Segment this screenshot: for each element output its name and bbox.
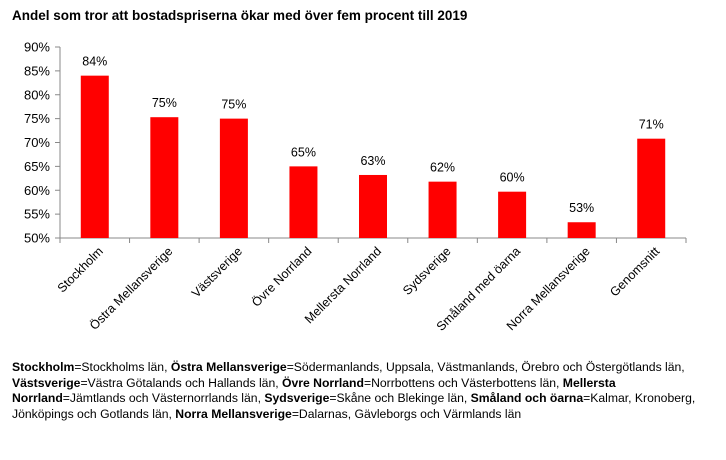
category-label: Västsverige: [189, 244, 245, 300]
data-label: 63%: [360, 154, 385, 168]
chart-title: Andel som tror att bostadspriserna ökar …: [12, 8, 468, 23]
footnote-term: Östra Mellansverige: [170, 360, 287, 374]
footnote-term: Sydsverige: [264, 391, 330, 405]
region-footnote: Stockholm=Stockholms län, Östra Mellansv…: [12, 360, 712, 422]
category-label: Stockholm: [55, 244, 106, 295]
y-tick-label: 65%: [24, 159, 50, 174]
footnote-term: Småland och öarna: [470, 391, 584, 405]
footnote-term: Norra Mellansverige: [175, 406, 292, 421]
category-label: Övre Norrland: [249, 244, 314, 309]
bar: [637, 138, 666, 238]
footnote-term: Stockholm: [12, 360, 75, 374]
y-tick-label: 70%: [24, 135, 50, 150]
footnote-term: Mellersta Norrland: [12, 375, 616, 406]
category-label: Sydsverige: [400, 244, 454, 298]
bar: [150, 117, 179, 238]
footnote-definition: =Västra Götalands och Hallands län,: [80, 375, 282, 390]
data-label: 62%: [430, 161, 455, 175]
footnote-definition: =Skåne och Blekinge län,: [329, 391, 471, 405]
bar: [289, 166, 318, 238]
y-tick-label: 50%: [24, 231, 50, 246]
data-label: 75%: [152, 96, 177, 110]
bar: [428, 181, 457, 238]
footnote-definition: =Kalmar, Kronoberg, Jönköpings och Gotla…: [12, 391, 696, 421]
footnote-definition: =Södermanlands, Uppsala, Västmanlands, Ö…: [286, 360, 685, 374]
bar: [567, 222, 596, 238]
y-tick-label: 75%: [24, 111, 50, 126]
footnote-term: Västsverige: [12, 375, 81, 390]
bar: [219, 118, 248, 238]
data-label: 53%: [569, 201, 594, 215]
footnote-definition: =Stockholms län,: [74, 360, 171, 374]
data-label: 60%: [500, 171, 525, 185]
footnote-definition: =Jämtlands och Västernorrlands län,: [62, 391, 265, 405]
bar-chart: 50% 55% 60% 65% 70% 75% 80% 85% 90% 84% Stockholm…: [24, 40, 687, 334]
y-tick-label: 90%: [24, 40, 50, 55]
footnote-definition: =Norrbottens och Västerbottens län,: [363, 375, 563, 390]
category-label: Genomsnitt: [607, 244, 662, 299]
chart-bars: [80, 75, 666, 239]
bar: [359, 174, 387, 238]
data-label: 84%: [82, 55, 107, 69]
footnote-term: Övre Norrland: [282, 375, 364, 390]
data-label: 75%: [221, 98, 246, 112]
category-label: Mellersta Norrland: [302, 244, 384, 326]
y-tick-label: 80%: [24, 87, 50, 102]
bar: [498, 191, 527, 238]
y-tick-label: 55%: [24, 207, 50, 222]
data-label: 65%: [291, 145, 316, 159]
data-label: 71%: [639, 118, 664, 132]
y-tick-label: 85%: [24, 63, 50, 78]
y-tick-label: 60%: [24, 183, 50, 198]
footnote-definition: =Dalarnas, Gävleborgs och Värmlands län: [291, 406, 522, 421]
bar: [80, 75, 109, 239]
chart-axes: 50% 55% 60% 65% 70% 75% 80% 85% 90%: [24, 40, 687, 246]
